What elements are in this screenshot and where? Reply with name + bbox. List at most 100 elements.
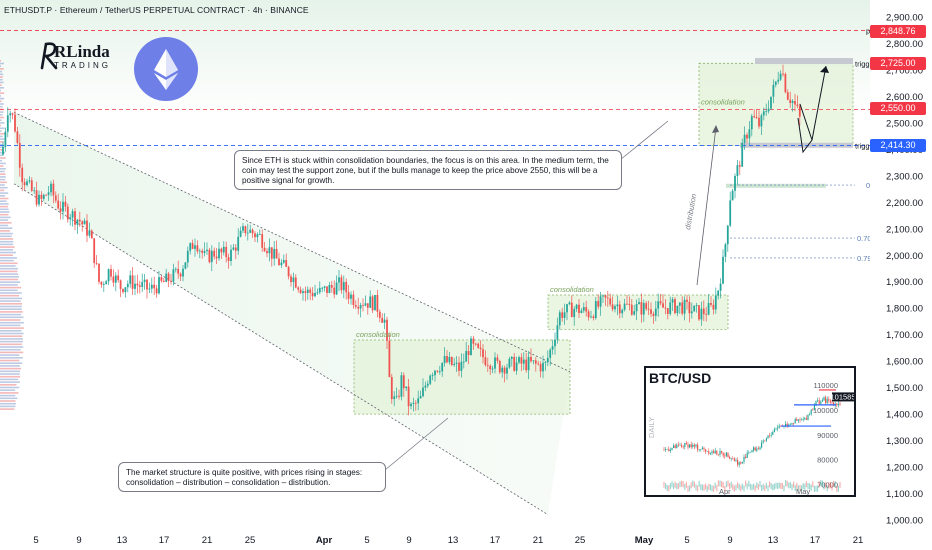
candle-body <box>575 304 578 309</box>
candle-body <box>424 385 427 388</box>
inset-candle-body <box>714 450 716 454</box>
candle-body <box>246 232 249 234</box>
y-tick-label: 2,600.00 <box>886 92 923 103</box>
candle-body <box>74 211 76 225</box>
inset-volume-bar <box>713 485 715 492</box>
inset-volume-bar <box>717 480 719 487</box>
volume-profile-bar <box>0 251 16 254</box>
inset-price-tag: 101585 <box>830 392 854 401</box>
candle-body <box>784 73 787 93</box>
inset-candle-body <box>751 450 753 452</box>
volume-profile-bar <box>0 216 11 219</box>
volume-profile-bar <box>0 132 5 135</box>
candle-body <box>618 304 621 314</box>
candle-body <box>124 287 127 293</box>
candle-body <box>4 131 7 147</box>
volume-profile-bar <box>0 68 4 70</box>
inset-volume-bar <box>770 483 772 490</box>
volume-profile-bar <box>0 95 1 97</box>
inset-volume-bar <box>769 481 771 488</box>
candle-body <box>796 104 799 106</box>
candle-body <box>86 220 88 236</box>
candle-body <box>438 371 441 373</box>
fib-label: 0.705 <box>857 234 876 243</box>
zone-top-consolidation <box>698 62 854 147</box>
candle-body <box>342 281 345 291</box>
inset-volume-bar <box>804 483 806 490</box>
inset-candle-body <box>668 448 670 452</box>
candle-body <box>311 292 314 297</box>
candle-body <box>426 383 429 386</box>
volume-profile-bar <box>0 224 9 227</box>
inset-candle-body <box>703 447 705 450</box>
volume-profile-bar <box>0 186 8 189</box>
volume-profile-bar <box>0 267 19 270</box>
inset-volume-bar <box>673 483 675 490</box>
inset-candle-body <box>671 447 673 450</box>
brand-subtitle: TRADING <box>54 61 111 70</box>
candle-body <box>386 319 388 341</box>
candle-body <box>582 307 585 311</box>
candle-body <box>707 303 710 315</box>
volume-profile-bar <box>0 311 23 313</box>
volume-profile-bar <box>0 265 16 267</box>
volume-profile-bar <box>0 168 6 170</box>
inset-volume-bar <box>818 481 820 488</box>
callout-bottom-pointer <box>384 417 449 471</box>
candle-body <box>9 113 12 116</box>
candle-body <box>518 357 520 363</box>
candle-body <box>563 312 566 318</box>
candle-body <box>568 302 571 305</box>
inset-volume-bar <box>689 485 691 492</box>
candle-body <box>371 296 374 311</box>
candle-body <box>556 325 559 340</box>
inset-candle-body <box>695 444 697 447</box>
projection-path <box>797 65 827 154</box>
y-tick-label: 1,600.00 <box>886 357 923 368</box>
inset-volume-bar <box>791 484 793 491</box>
candle-body <box>789 99 792 103</box>
candle-body <box>150 284 153 289</box>
volume-profile-bar <box>0 370 21 373</box>
candle-body <box>496 357 499 361</box>
candle-body <box>321 287 324 289</box>
y-axis: 2,900.00 2,800.00 2,700.00 2,600.00 2,500.00… <box>870 0 932 550</box>
inset-candle-body <box>730 458 732 460</box>
inset-volume-bar <box>823 483 825 490</box>
inset-candle-body <box>789 424 791 426</box>
inset-candle-body <box>724 455 726 457</box>
candle-body <box>81 221 84 225</box>
candle-body <box>669 302 672 314</box>
y-tick-label: 2,100.00 <box>886 224 923 235</box>
candle-body <box>777 79 780 82</box>
volume-profile-bar <box>0 408 15 410</box>
x-tick-label: 25 <box>245 535 256 546</box>
inset-volume-bar <box>725 481 727 488</box>
candle-body <box>275 248 278 259</box>
chart-title: ETHUSDT.P · Ethereum / TetherUS PERPETUA… <box>4 5 309 15</box>
volume-profile-bar <box>0 81 4 84</box>
volume-profile-bar <box>0 289 18 292</box>
volume-profile-bar <box>0 141 4 143</box>
candle-body <box>323 286 326 288</box>
volume-profile-bar <box>0 195 6 197</box>
candle-body <box>261 234 264 248</box>
inset-volume-bar <box>773 483 775 490</box>
fib-label: 0.79 <box>857 254 872 263</box>
inset-candle-body <box>757 448 759 450</box>
candle-body <box>249 229 252 233</box>
candle-body <box>234 247 237 251</box>
volume-profile-bar <box>0 308 22 310</box>
candle-body <box>657 301 660 309</box>
callout-bottom: The market structure is quite positive, … <box>118 462 386 492</box>
candle-body <box>333 287 336 295</box>
inset-volume-bar <box>783 485 785 492</box>
inset-candle-body <box>770 434 772 436</box>
candle-body <box>734 175 736 191</box>
volume-profile-bar <box>0 343 22 346</box>
inset-volume-bar <box>698 480 700 487</box>
candle-body <box>66 206 69 220</box>
candles-layer <box>2 64 801 416</box>
zone-label: consolidation <box>356 330 400 339</box>
